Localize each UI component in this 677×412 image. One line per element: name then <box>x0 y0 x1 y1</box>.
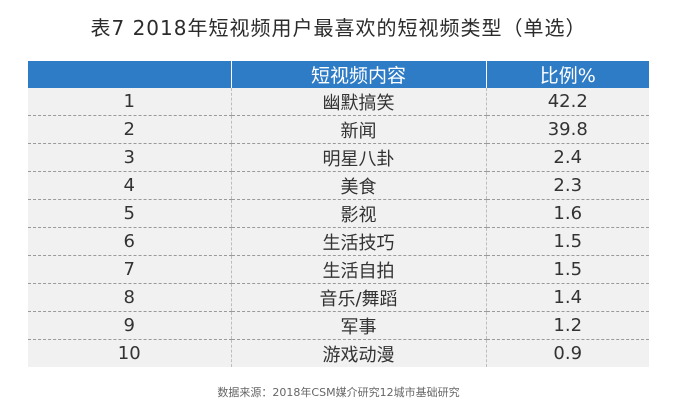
rank-cell: 8 <box>28 283 231 312</box>
content-cell: 生活技巧 <box>230 227 486 256</box>
rank-cell: 7 <box>28 255 231 284</box>
table-row: 8 音乐/舞蹈 1.4 <box>28 283 649 312</box>
rank-cell: 10 <box>28 339 231 367</box>
rank-cell: 3 <box>28 143 231 172</box>
percent-cell: 1.6 <box>485 199 649 228</box>
percent-cell: 1.4 <box>485 283 649 312</box>
header-content: 短视频内容 <box>230 61 486 88</box>
content-cell: 生活自拍 <box>230 255 486 284</box>
table-row: 3 明星八卦 2.4 <box>28 143 649 172</box>
content-cell: 影视 <box>230 199 486 228</box>
table-title: 表7 2018年短视频用户最喜欢的短视频类型（单选） <box>90 16 587 40</box>
rank-cell: 1 <box>28 88 231 116</box>
percent-cell: 1.5 <box>485 255 649 284</box>
data-source-note: 数据来源：2018年CSM媒介研究12城市基础研究 <box>217 386 460 399</box>
table-row: 6 生活技巧 1.5 <box>28 227 649 256</box>
rank-cell: 2 <box>28 115 231 144</box>
table-row: 9 军事 1.2 <box>28 311 649 340</box>
percent-cell: 42.2 <box>485 88 649 116</box>
percent-cell: 1.5 <box>485 227 649 256</box>
rank-cell: 6 <box>28 227 231 256</box>
data-table-container: 短视频内容 比例% 1 幽默搞笑 42.2 2 新闻 39.8 3 明星八卦 2… <box>28 61 649 367</box>
table-row: 2 新闻 39.8 <box>28 115 649 144</box>
table-row: 1 幽默搞笑 42.2 <box>28 88 649 116</box>
data-table: 短视频内容 比例% 1 幽默搞笑 42.2 2 新闻 39.8 3 明星八卦 2… <box>28 61 649 367</box>
content-cell: 明星八卦 <box>230 143 486 172</box>
rank-cell: 9 <box>28 311 231 340</box>
table-row: 5 影视 1.6 <box>28 199 649 228</box>
content-cell: 幽默搞笑 <box>230 88 486 116</box>
percent-cell: 0.9 <box>485 339 649 367</box>
table-header-row: 短视频内容 比例% <box>28 61 649 88</box>
content-cell: 美食 <box>230 171 486 200</box>
table-row: 10 游戏动漫 0.9 <box>28 339 649 367</box>
header-percent: 比例% <box>485 61 649 88</box>
header-rank <box>28 61 231 88</box>
percent-cell: 2.3 <box>485 171 649 200</box>
content-cell: 游戏动漫 <box>230 339 486 367</box>
table-row: 4 美食 2.3 <box>28 171 649 200</box>
percent-cell: 2.4 <box>485 143 649 172</box>
content-cell: 新闻 <box>230 115 486 144</box>
percent-cell: 39.8 <box>485 115 649 144</box>
rank-cell: 5 <box>28 199 231 228</box>
percent-cell: 1.2 <box>485 311 649 340</box>
content-cell: 音乐/舞蹈 <box>230 283 486 312</box>
rank-cell: 4 <box>28 171 231 200</box>
table-row: 7 生活自拍 1.5 <box>28 255 649 284</box>
content-cell: 军事 <box>230 311 486 340</box>
